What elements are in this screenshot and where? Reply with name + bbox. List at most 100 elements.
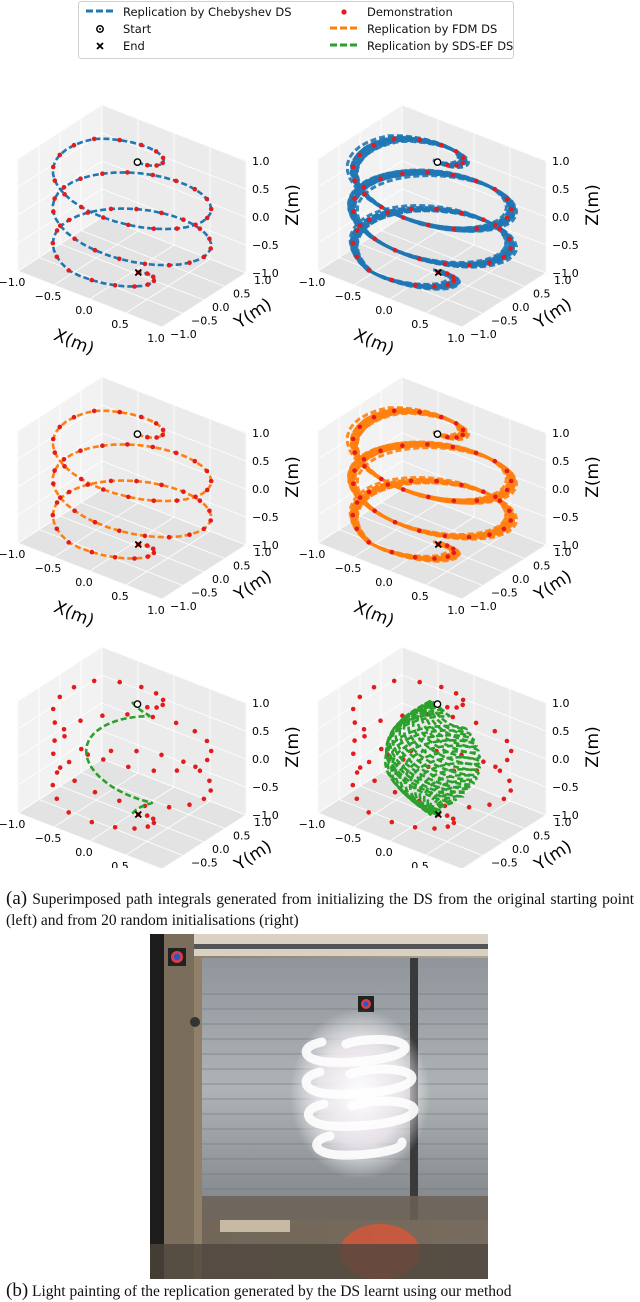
caption-b-label: (b) (6, 1280, 29, 1301)
grid-line (101, 216, 247, 274)
x-tick-label: 0.5 (111, 860, 129, 868)
x-tick-label: −1.0 (299, 818, 326, 831)
demonstration-point (134, 478, 139, 484)
demonstration-point (208, 748, 214, 754)
demonstration-point (52, 738, 57, 743)
demonstration-point (352, 450, 358, 455)
demonstration-point (391, 136, 397, 142)
demonstration-point (412, 283, 418, 288)
demonstration-point (108, 478, 114, 484)
grid-line (425, 258, 511, 314)
demonstration-point (444, 543, 450, 548)
z-axis-label: Z(m) (283, 726, 303, 767)
x-tick-label: −1.0 (299, 276, 326, 289)
demonstration-point (51, 209, 56, 215)
demonstration-point (117, 409, 122, 415)
demonstration-point (371, 142, 377, 148)
demonstration-point (50, 436, 56, 442)
end-marker (434, 540, 442, 549)
z-axis-label: Z(m) (283, 184, 303, 225)
demonstration-point (204, 215, 210, 221)
caption-b: (b) Light painting of the replication ge… (6, 1280, 634, 1302)
grid-line (125, 530, 211, 586)
y-tick-label: −0.5 (491, 857, 518, 869)
demonstration-point (144, 543, 150, 548)
plot-panel-1: −1.0−0.50.00.51.01.00.50.0−0.5−1.01.00.5… (0, 104, 303, 359)
demonstration-point (361, 457, 367, 462)
demonstration-point (92, 247, 98, 253)
demonstration-point (144, 813, 150, 818)
demonstration-point (204, 738, 210, 744)
start-marker-icon (96, 25, 104, 33)
demonstration-point (204, 757, 210, 763)
demonstration-point (504, 757, 510, 763)
demonstration-point (151, 550, 157, 556)
demonstration-point (508, 206, 514, 212)
demonstration-point (139, 142, 144, 148)
x-axis-label: X(m) (351, 867, 397, 868)
grid-line (425, 800, 511, 856)
demonstration-point (100, 443, 105, 449)
demonstration-point (354, 228, 360, 233)
demonstration-point (354, 500, 360, 505)
x-tick-label: 0.0 (375, 304, 393, 317)
grid-line (101, 758, 247, 816)
demonstration-point (192, 458, 198, 464)
demonstration-point (66, 759, 72, 765)
demonstration-point (454, 435, 459, 440)
demonstration-point (442, 261, 448, 267)
demonstration-point (357, 152, 363, 158)
demonstration-point (126, 494, 131, 500)
demonstration-point (450, 816, 456, 822)
legend-label-sdsef: Replication by SDS-EF DS (367, 39, 514, 53)
demonstration-point (366, 759, 372, 765)
demonstration-point (366, 217, 372, 223)
legend-label-start: Start (123, 22, 152, 36)
demonstration-point (497, 226, 503, 231)
demonstration-point (208, 478, 214, 484)
demonstration-point (493, 222, 498, 228)
demonstration-point (145, 162, 150, 168)
demonstration-point (501, 254, 507, 260)
demonstration-point (52, 196, 57, 201)
demonstration-point (173, 450, 179, 456)
demonstration-point (372, 236, 377, 242)
demonstration-point (50, 240, 56, 246)
grid-line (101, 488, 247, 546)
demonstration-point (208, 246, 213, 251)
demonstration-point (145, 824, 151, 829)
x-tick-label: −0.5 (35, 832, 62, 845)
demonstration-point (66, 810, 71, 815)
demonstration-point (153, 421, 159, 426)
demonstration-point (392, 247, 398, 253)
demonstration-point (207, 508, 212, 514)
z-tick-label: −0.5 (552, 781, 579, 794)
demonstration-point (151, 768, 157, 773)
demonstration-point (71, 414, 77, 420)
demonstration-point (112, 283, 118, 288)
demonstration-point (197, 226, 203, 231)
grid-line (125, 800, 211, 856)
demonstration-point (61, 185, 67, 190)
caption-b-text: Light painting of the replication genera… (32, 1283, 512, 1300)
demonstration-point (125, 170, 130, 175)
z-tick-label: 0.0 (252, 753, 270, 766)
z-tick-label: 1.0 (552, 697, 570, 710)
demonstration-point (89, 819, 95, 825)
grid-line (17, 132, 103, 188)
demonstration-point (142, 261, 148, 267)
demonstration-point (66, 217, 72, 223)
demonstration-point (481, 759, 486, 764)
demonstration-point (153, 691, 159, 696)
demonstration-point (504, 487, 510, 493)
z-tick-label: 1.0 (252, 427, 270, 440)
demonstration-point (54, 526, 60, 532)
demonstration-point (57, 424, 63, 430)
demonstration-point (201, 796, 207, 802)
demonstration-point (57, 223, 63, 228)
legend-label-chebyshev: Replication by Chebyshev DS (123, 5, 292, 19)
demonstration-point (151, 278, 157, 284)
grid-line (17, 104, 103, 160)
z-tick-label: −0.5 (252, 781, 279, 794)
demonstration-point (454, 705, 459, 710)
